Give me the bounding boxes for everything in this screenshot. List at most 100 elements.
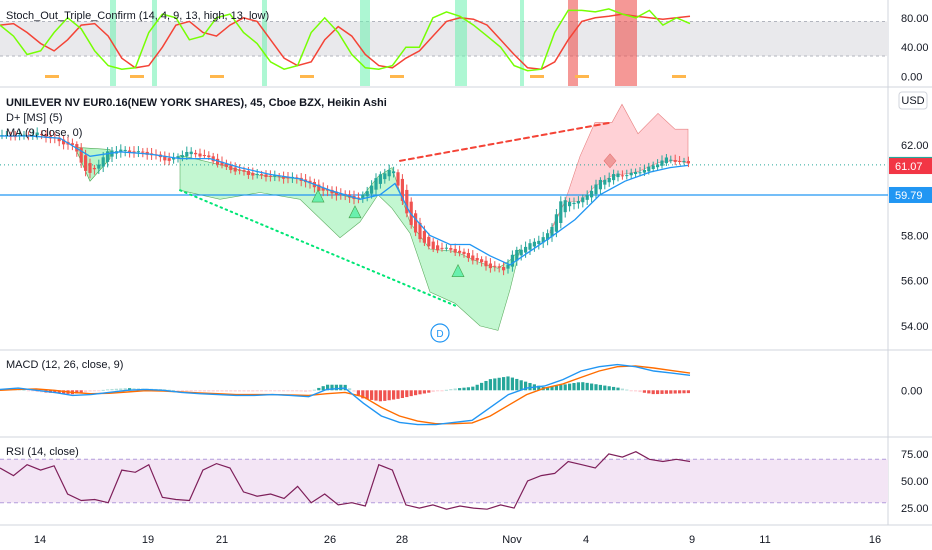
macd-histogram-bar xyxy=(189,390,193,392)
macd-histogram-bar xyxy=(594,384,598,391)
macd-histogram-bar xyxy=(378,390,382,402)
macd-histogram-bar xyxy=(383,390,387,401)
macd-histogram-bar xyxy=(365,390,369,400)
macd-histogram-bar xyxy=(308,390,312,392)
buy-signal-triangle xyxy=(311,189,325,203)
stoch-buy-zone xyxy=(520,0,524,86)
macd-histogram-bar xyxy=(211,390,215,392)
macd-histogram-bar xyxy=(330,384,334,391)
macd-histogram-bar xyxy=(515,378,519,391)
date-axis-tick: Nov xyxy=(502,534,522,546)
macd-histogram-bar xyxy=(581,382,585,391)
stoch-k-line xyxy=(0,8,691,72)
candle-body xyxy=(233,167,237,172)
candle-body xyxy=(642,169,646,173)
stoch-signal-mark xyxy=(300,75,314,78)
rsi-axis-tick: 75.00 xyxy=(901,449,929,461)
macd-histogram-bar xyxy=(638,390,642,393)
macd-histogram-bar xyxy=(537,385,541,391)
macd-histogram-bar xyxy=(92,390,96,392)
candle-body xyxy=(647,166,651,172)
divergence-line xyxy=(399,121,613,162)
macd-histogram-bar xyxy=(246,390,250,392)
candle-body xyxy=(361,194,365,198)
macd-histogram-bar xyxy=(277,390,281,392)
candle-body xyxy=(220,161,224,166)
macd-histogram-bar xyxy=(114,388,118,391)
candle-body xyxy=(458,250,462,253)
macd-histogram-bar xyxy=(361,390,365,399)
buy-signal-triangle xyxy=(348,205,362,219)
currency-button[interactable]: USD xyxy=(898,91,928,110)
candle-body xyxy=(132,151,136,153)
candle-body xyxy=(22,134,26,136)
stoch-sell-zone xyxy=(615,0,637,86)
candle-body xyxy=(598,179,602,190)
stoch-signal-mark xyxy=(130,75,144,78)
candle-body xyxy=(497,266,501,268)
divergence-d-marker[interactable]: D xyxy=(430,323,450,343)
candle-body xyxy=(475,257,479,261)
macd-histogram-bar xyxy=(466,387,470,391)
candle-body xyxy=(484,260,488,267)
candle-body xyxy=(136,151,140,153)
candle-body xyxy=(436,245,440,251)
macd-histogram-bar xyxy=(242,390,246,392)
candle-body xyxy=(400,178,404,201)
candle-body xyxy=(40,133,44,135)
candle-body xyxy=(444,247,448,249)
macd-histogram-bar xyxy=(484,380,488,391)
candle-body xyxy=(106,151,110,162)
candle-body xyxy=(321,187,325,191)
macd-histogram-bar xyxy=(444,389,448,391)
macd-histogram-bar xyxy=(409,390,413,397)
candle-body xyxy=(167,158,171,161)
macd-histogram-bar xyxy=(202,390,206,392)
stoch-buy-zone xyxy=(262,0,267,86)
candle-body xyxy=(480,259,484,263)
candle-body xyxy=(172,157,176,160)
candle-body xyxy=(176,156,180,159)
candle-body xyxy=(356,197,360,199)
macd-histogram-bar xyxy=(220,390,224,392)
candle-body xyxy=(44,134,48,138)
ma-price-tag-text: 61.07 xyxy=(895,161,923,173)
macd-histogram-bar xyxy=(216,390,220,392)
candle-body xyxy=(466,252,470,259)
candle-body xyxy=(664,157,668,164)
macd-histogram-bar xyxy=(264,390,268,392)
macd-histogram-bar xyxy=(686,390,690,394)
candle-body xyxy=(70,143,74,145)
date-axis-tick: 21 xyxy=(216,534,228,546)
macd-histogram-bar xyxy=(436,390,440,392)
macd-histogram-bar xyxy=(559,385,563,391)
candle-body xyxy=(163,155,167,161)
candle-body xyxy=(620,175,624,177)
date-axis-tick: 9 xyxy=(689,534,695,546)
macd-histogram-bar xyxy=(585,382,589,391)
macd-histogram-bar xyxy=(396,390,400,399)
macd-histogram-bar xyxy=(528,382,532,391)
macd-histogram-bar xyxy=(22,389,26,391)
macd-histogram-bar xyxy=(405,390,409,398)
macd-histogram-bar xyxy=(651,390,655,395)
candle-body xyxy=(554,214,558,232)
macd-histogram-bar xyxy=(374,390,378,401)
macd-histogram-bar xyxy=(101,389,105,391)
candle-body xyxy=(224,163,228,167)
date-axis-tick: 28 xyxy=(396,534,408,546)
candle-body xyxy=(35,132,39,136)
macd-histogram-bar xyxy=(295,390,299,392)
candle-body xyxy=(440,247,444,249)
macd-histogram-bar xyxy=(554,385,558,391)
stoch-buy-zone xyxy=(455,0,467,86)
macd-histogram-bar xyxy=(317,387,321,391)
macd-histogram-bar xyxy=(502,377,506,391)
candle-body xyxy=(202,155,206,157)
candle-body xyxy=(524,246,528,253)
candle-body xyxy=(392,171,396,174)
macd-histogram-bar xyxy=(453,388,457,391)
candle-body xyxy=(607,177,611,183)
candle-body xyxy=(211,156,215,162)
